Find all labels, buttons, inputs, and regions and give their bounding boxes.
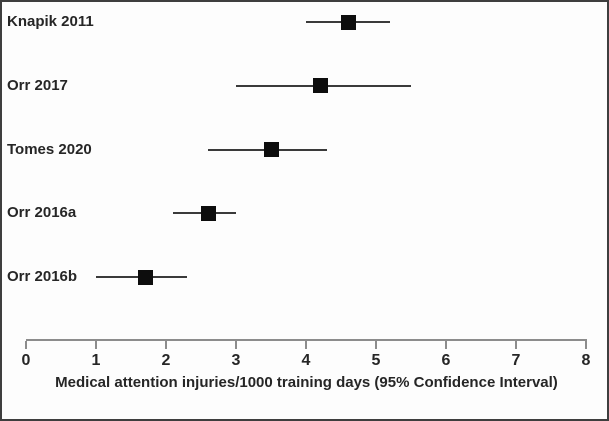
x-axis-tick-label: 5 [371,352,381,369]
estimate-marker [340,14,356,30]
study-label: Orr 2016a [7,204,77,222]
estimate-marker [137,269,153,285]
estimate-marker [312,78,328,94]
x-axis-tick [445,341,447,349]
study-label: Orr 2017 [7,76,68,94]
study-label: Tomes 2020 [7,140,92,158]
x-axis-tick [515,341,517,349]
estimate-marker [200,205,216,221]
x-axis-tick [235,341,237,349]
x-axis-tick [165,341,167,349]
x-axis-tick [375,341,377,349]
x-axis-tick-label: 1 [91,352,101,369]
x-axis-tick [95,341,97,349]
x-axis-tick [25,341,27,349]
study-label: Knapik 2011 [7,13,94,30]
x-axis-tick-label: 7 [511,352,521,369]
estimate-marker [263,142,279,157]
x-axis-tick-label: 3 [231,352,241,369]
x-axis-tick-label: 8 [581,352,591,369]
x-axis-tick-label: 2 [161,352,171,369]
study-label: Orr 2016b [7,268,78,285]
x-axis-tick [305,341,307,349]
x-axis-line [26,339,587,341]
x-axis-tick-label: 4 [301,352,311,369]
x-axis-tick [585,341,587,349]
x-axis-tick-label: 0 [21,352,31,369]
x-axis-title: Medical attention injuries/1000 training… [55,374,558,391]
x-axis-tick-label: 6 [441,352,451,369]
